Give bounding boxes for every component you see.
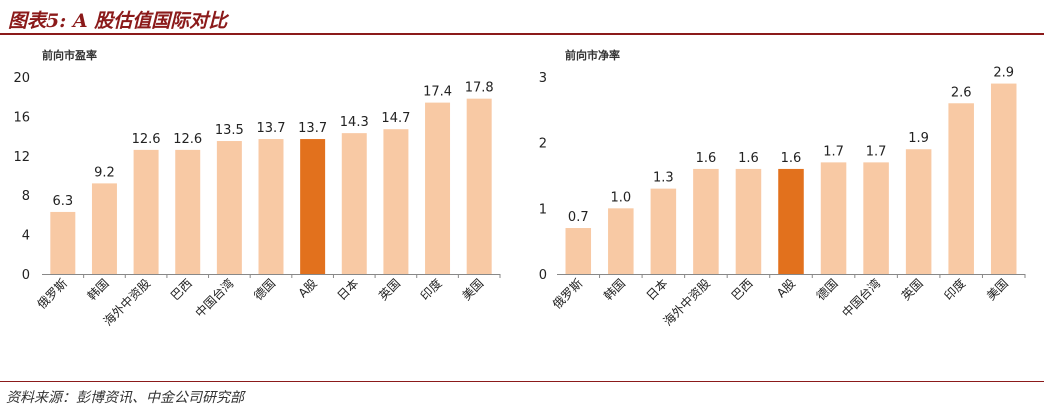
- y-tick-label: 8: [22, 189, 30, 204]
- value-label: 17.8: [465, 81, 494, 96]
- category-label: 中国台湾: [839, 276, 884, 321]
- bar-海外中资股: [693, 168, 719, 274]
- forward-pe-chart: 前向市盈率 0 4 8 12 16 20 6.3 俄罗斯 9.2 韩国 12.6 海外中资股 12.6 巴西…: [0, 40, 515, 380]
- category-label: 印度: [941, 276, 969, 304]
- bar-印度: [948, 103, 974, 274]
- value-label: 2.6: [951, 85, 972, 100]
- bar-韩国: [608, 208, 634, 274]
- value-label: 12.6: [173, 132, 202, 147]
- bar-海外中资股: [133, 149, 159, 274]
- value-label: 9.2: [94, 165, 115, 180]
- value-label: 1.3: [653, 171, 674, 186]
- category-label: 俄罗斯: [35, 276, 70, 311]
- category-label: 英国: [899, 276, 926, 303]
- category-label: 俄罗斯: [550, 276, 585, 311]
- chart-svg: 前向市净率 0 1 2 3 0.7 俄罗斯 1.0 韩国 1.3 日本 1.6 海外中资股 1.6 巴西 1.…: [539, 48, 1026, 329]
- chart-title: 前向市盈率: [42, 48, 97, 62]
- bar-俄罗斯: [565, 228, 592, 274]
- bar-美国: [466, 98, 492, 274]
- category-label: 印度: [417, 276, 445, 304]
- y-tick-label: 2: [539, 137, 547, 152]
- chart-title: 前向市净率: [565, 48, 620, 62]
- category-label: 韩国: [600, 276, 628, 304]
- figure-title: 图表5: A 股估值国际对比: [8, 10, 228, 32]
- category-label: 日本: [644, 276, 671, 303]
- value-label: 1.7: [823, 144, 844, 159]
- bar-韩国: [91, 183, 117, 274]
- value-label: 1.6: [738, 151, 759, 166]
- bar-俄罗斯: [50, 211, 76, 274]
- category-label: A股: [774, 276, 798, 300]
- bar-日本: [650, 188, 677, 274]
- value-label: 1.9: [908, 131, 929, 146]
- category-label: 美国: [984, 276, 1011, 303]
- y-tick-label: 1: [539, 202, 547, 217]
- bar-A股: [778, 168, 804, 274]
- category-label: A股: [296, 276, 320, 300]
- bar-中国台湾: [216, 141, 242, 274]
- value-label: 1.7: [866, 144, 887, 159]
- bar-A股: [300, 139, 326, 274]
- value-label: 1.6: [781, 151, 802, 166]
- category-label: 德国: [813, 276, 841, 304]
- value-label: 12.6: [132, 132, 161, 147]
- bar-美国: [990, 83, 1017, 274]
- title-rule: [0, 33, 1044, 35]
- bar-中国台湾: [863, 162, 889, 274]
- category-label: 日本: [335, 276, 362, 303]
- value-label: 17.4: [423, 85, 452, 100]
- y-tick-label: 4: [22, 229, 30, 244]
- category-label: 英国: [376, 276, 403, 303]
- bar-德国: [258, 139, 284, 274]
- bar-日本: [341, 133, 367, 274]
- footer-rule: [0, 381, 1044, 382]
- category-label: 美国: [459, 276, 486, 303]
- y-tick-label: 12: [13, 150, 30, 165]
- bar-英国: [905, 149, 932, 274]
- category-label: 巴西: [729, 276, 756, 303]
- category-label: 海外中资股: [660, 276, 713, 329]
- value-label: 0.7: [568, 210, 589, 225]
- value-label: 6.3: [52, 194, 73, 209]
- category-label: 中国台湾: [192, 276, 237, 321]
- value-label: 14.3: [340, 115, 369, 130]
- category-label: 德国: [251, 276, 279, 304]
- category-label: 巴西: [168, 276, 195, 303]
- bar-德国: [820, 162, 847, 274]
- y-tick-label: 0: [22, 268, 30, 283]
- y-tick-label: 20: [13, 71, 30, 86]
- y-tick-label: 16: [13, 110, 30, 125]
- value-label: 1.0: [610, 190, 631, 205]
- y-tick-label: 3: [539, 71, 547, 86]
- bar-巴西: [735, 168, 762, 274]
- bar-印度: [425, 102, 451, 274]
- source-note: 资料来源：彭博资讯、中金公司研究部: [6, 390, 244, 406]
- value-label: 13.7: [257, 121, 286, 136]
- y-tick-label: 0: [539, 268, 547, 283]
- value-label: 2.9: [993, 66, 1014, 81]
- value-label: 13.7: [298, 121, 327, 136]
- bar-巴西: [175, 149, 201, 274]
- chart-svg: 前向市盈率0481216206.3俄罗斯9.2韩国12.6海外中资股12.6巴西…: [13, 48, 501, 329]
- value-label: 14.7: [381, 111, 410, 126]
- category-label: 韩国: [84, 276, 112, 304]
- bar-英国: [383, 129, 409, 274]
- forward-pb-chart: 前向市净率 0 1 2 3 0.7 俄罗斯 1.0 韩国 1.3 日本 1.6 海外中资股 1.6 巴西 1.…: [525, 40, 1044, 380]
- value-label: 1.6: [696, 151, 717, 166]
- value-label: 13.5: [215, 123, 244, 138]
